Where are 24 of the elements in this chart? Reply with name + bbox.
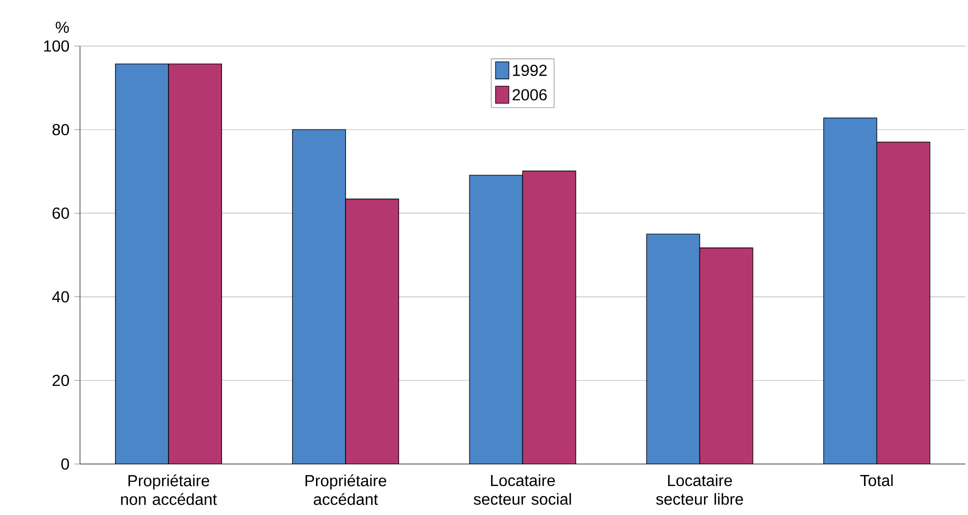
y-axis-title: % xyxy=(56,22,69,33)
y-tick-label: 80 xyxy=(52,124,69,136)
legend-label: 1992 xyxy=(513,64,547,76)
x-tick-label: Total xyxy=(860,474,893,486)
x-tick-label: Locataire secteur libre xyxy=(656,474,744,505)
legend-label: 2006 xyxy=(512,89,547,100)
bar xyxy=(168,64,222,464)
y-tick-label: 40 xyxy=(52,291,69,302)
bar xyxy=(646,234,700,464)
bar xyxy=(469,174,524,464)
bar xyxy=(522,170,576,464)
x-tick-label: Propriétaire accédant xyxy=(306,474,386,505)
y-tick-label: 0 xyxy=(61,458,69,470)
bar xyxy=(345,198,400,464)
x-tick-label: Propriétaire non accédant xyxy=(121,474,217,505)
bar xyxy=(876,142,930,464)
bar xyxy=(292,129,346,464)
y-tick-label: 60 xyxy=(52,208,69,219)
x-tick-label: Locataire secteur social xyxy=(474,474,571,505)
bar xyxy=(115,64,169,464)
y-tick-label: 20 xyxy=(52,374,69,386)
y-tick-label: 100 xyxy=(44,40,69,52)
bar xyxy=(699,248,754,464)
bar xyxy=(823,118,878,464)
